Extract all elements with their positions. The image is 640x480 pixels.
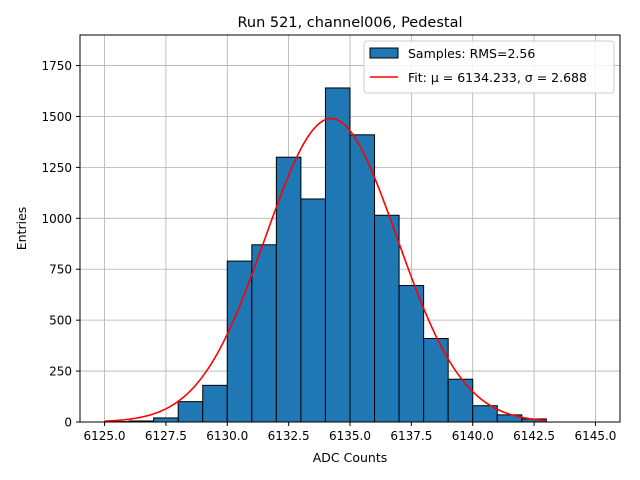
legend-swatch-samples	[369, 47, 399, 59]
y-axis-label: Entries	[14, 207, 29, 251]
y-tick-label: 500	[49, 314, 72, 328]
histogram-bar	[251, 244, 277, 423]
histogram-bar	[398, 285, 425, 423]
x-tick-label: 6137.5	[390, 429, 432, 443]
y-tick-label: 1000	[41, 212, 72, 226]
histogram-bar	[374, 214, 400, 423]
histogram-bar	[177, 401, 204, 423]
legend: Samples: RMS=2.56 Fit: μ = 6134.233, σ =…	[363, 40, 615, 94]
x-axis-label: ADC Counts	[313, 450, 388, 465]
x-tick-label: 6125.0	[84, 429, 126, 443]
y-tick-label: 1500	[41, 110, 72, 124]
y-tick-label: 1250	[41, 161, 72, 175]
y-axis: 0 250 500 750 1000 1250 1500 1750	[41, 59, 80, 430]
histogram-bar	[202, 384, 228, 423]
x-tick-label: 6140.0	[452, 429, 494, 443]
y-tick-label: 750	[49, 263, 72, 277]
x-tick-label: 6142.5	[513, 429, 555, 443]
histogram-bar	[349, 134, 376, 423]
histogram-bar	[300, 198, 326, 423]
y-tick-label: 0	[64, 416, 72, 430]
fit-curve	[104, 117, 547, 422]
legend-label-fit: Fit: μ = 6134.233, σ = 2.688	[408, 70, 587, 85]
legend-box	[363, 40, 615, 94]
x-tick-label: 6127.5	[145, 429, 187, 443]
histogram-bars	[104, 87, 547, 423]
legend-label-samples: Samples: RMS=2.56	[408, 46, 535, 61]
x-tick-label: 6132.5	[268, 429, 310, 443]
histogram-bar	[447, 378, 474, 423]
y-tick-label: 1750	[41, 59, 72, 73]
histogram-bar	[324, 87, 351, 423]
y-tick-label: 250	[49, 365, 72, 379]
x-tick-label: 6145.0	[574, 429, 616, 443]
x-tick-label: 6135.0	[329, 429, 371, 443]
x-tick-label: 6130.0	[206, 429, 248, 443]
histogram-bar	[153, 417, 179, 423]
chart-title: Run 521, channel006, Pedestal	[237, 15, 462, 31]
x-axis: 6125.0 6127.5 6130.0 6132.5 6135.0 6137.5 6140…	[84, 422, 616, 443]
